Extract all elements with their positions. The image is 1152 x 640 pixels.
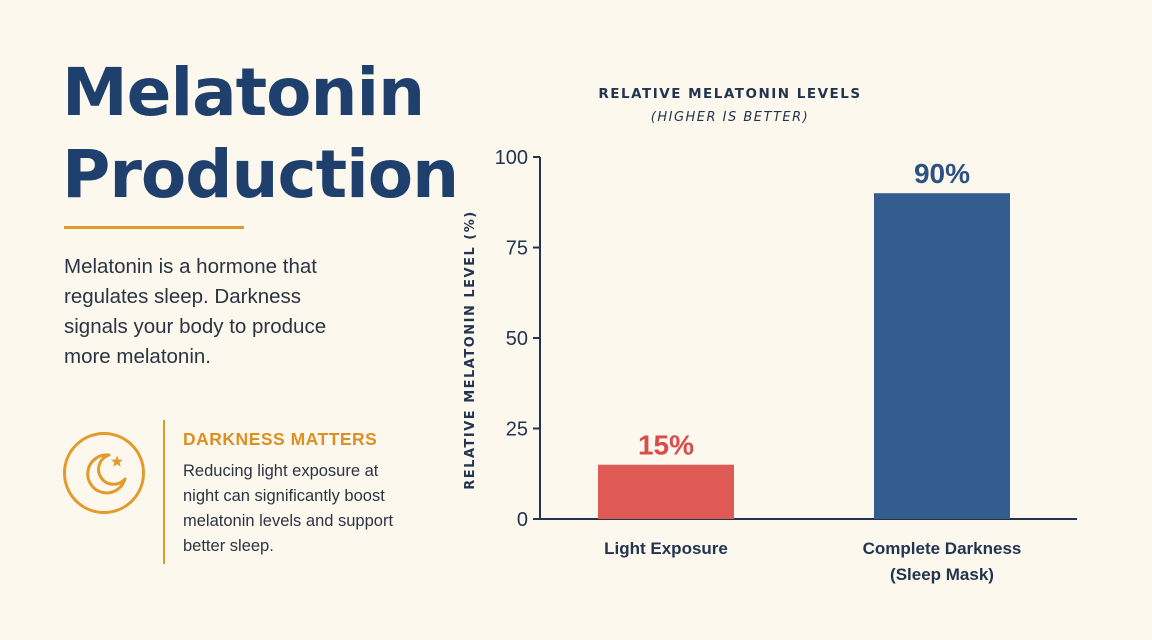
y-tick-label: 0	[517, 509, 528, 531]
data-label-2: 90%	[914, 158, 970, 189]
chart-title: RELATIVE MELATONIN LEVELS	[598, 86, 862, 102]
callout-heading: DARKNESS MATTERS	[183, 429, 378, 449]
intro-text: Melatonin is a hormone that regulates sl…	[64, 255, 327, 368]
chart-subtitle: (HIGHER IS BETTER)	[650, 110, 810, 125]
category-label: (Sleep Mask)	[890, 565, 994, 584]
category-label: Complete Darkness	[863, 539, 1022, 558]
title-underline	[64, 226, 244, 229]
title-line-2: Production	[62, 136, 459, 213]
bar-2	[874, 193, 1010, 519]
info-panel: Melatonin Production Melatonin is a horm…	[0, 0, 459, 640]
page-title: Melatonin Production	[62, 52, 459, 216]
y-axis-label: RELATIVE MELATONIN LEVEL (%)	[463, 210, 478, 489]
data-label-1: 15%	[638, 430, 694, 461]
y-tick-label: 100	[495, 147, 528, 169]
callout-body: Reducing light exposure at night can sig…	[183, 462, 394, 555]
callout-divider	[163, 420, 165, 564]
title-line-1: Melatonin	[62, 54, 425, 131]
y-tick-label: 25	[506, 419, 528, 441]
bar-1	[598, 464, 734, 519]
y-tick-label: 50	[506, 328, 528, 350]
moon-star-icon	[63, 432, 145, 514]
category-label: Light Exposure	[604, 539, 728, 558]
y-tick-label: 75	[506, 238, 528, 260]
